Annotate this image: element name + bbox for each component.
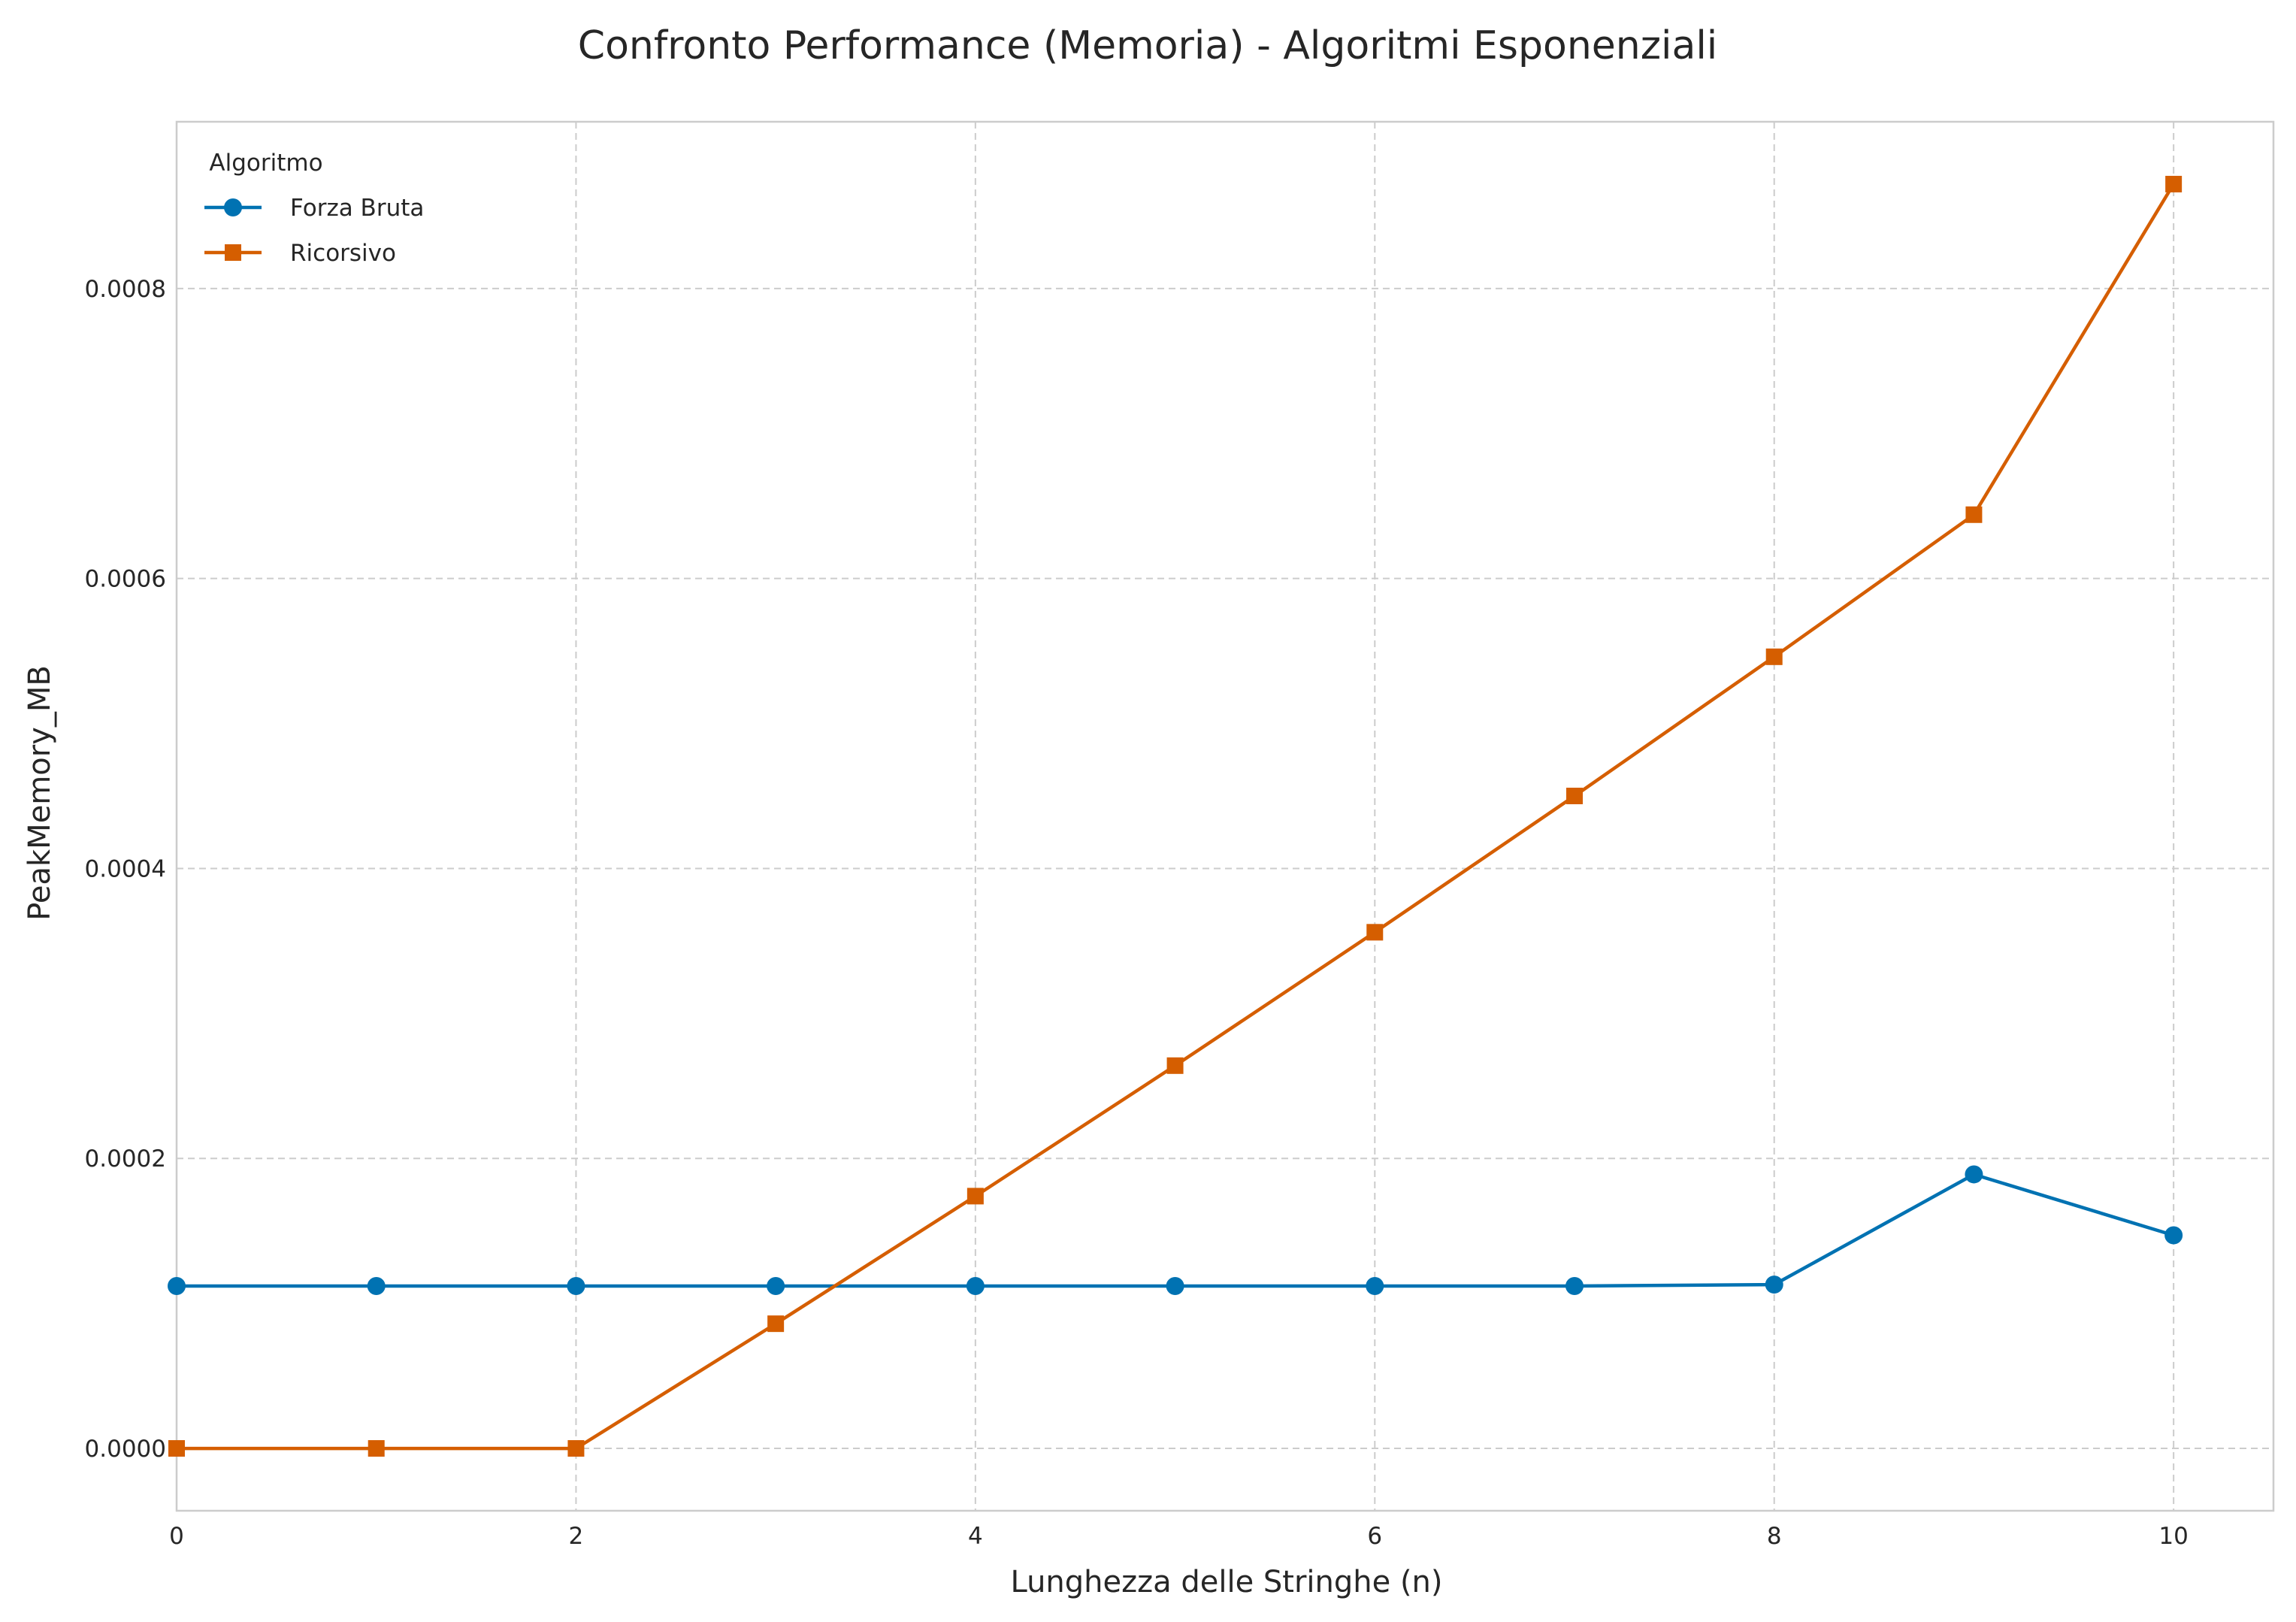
y-axis-label: PeakMemory_MB: [23, 665, 57, 921]
data-point-forza-bruta: [966, 1277, 985, 1296]
series-line-ricorsivo: [177, 183, 2176, 1451]
x-axis-ticks: 0 2 4 6 8 10: [169, 1523, 2189, 1550]
y-axis-ticks: 0.0000 0.0002 0.0004 0.0006 0.0008: [85, 276, 166, 1463]
y-tick-label: 0.0008: [85, 276, 166, 303]
series-line-forza-bruta: [177, 1173, 2174, 1288]
data-point-forza-bruta: [2164, 1226, 2183, 1245]
data-point-ricorsivo: [1166, 1057, 1184, 1074]
data-point-ricorsivo: [1965, 506, 1983, 523]
data-point-ricorsivo: [168, 1440, 185, 1457]
data-point-ricorsivo: [1566, 787, 1583, 804]
legend-title: Algoritmo: [209, 150, 322, 177]
legend: Algoritmo Forza Bruta Ricorsivo: [204, 150, 424, 267]
legend-swatch-marker: [225, 244, 241, 261]
x-tick-label: 8: [1767, 1523, 1782, 1550]
y-tick-label: 0.0006: [85, 566, 166, 593]
data-point-ricorsivo: [966, 1188, 984, 1205]
data-point-ricorsivo: [567, 1440, 585, 1457]
data-point-ricorsivo: [368, 1440, 385, 1457]
data-point-ricorsivo: [2165, 175, 2183, 192]
data-point-forza-bruta: [767, 1277, 785, 1296]
legend-items: Forza Bruta Ricorsivo: [204, 195, 424, 267]
data-point-ricorsivo: [767, 1315, 785, 1333]
legend-label: Forza Bruta: [290, 195, 424, 222]
chart-title: Confronto Performance (Memoria) - Algori…: [578, 23, 1717, 68]
legend-label: Ricorsivo: [290, 240, 396, 267]
series-layer: [168, 175, 2183, 1457]
y-tick-label: 0.0000: [85, 1436, 166, 1463]
x-axis-label: Lunghezza delle Stringhe (n): [1010, 1565, 1442, 1599]
y-tick-label: 0.0002: [85, 1145, 166, 1173]
x-tick-label: 2: [569, 1523, 584, 1550]
data-point-ricorsivo: [1765, 648, 1783, 665]
grid-lines: [176, 122, 2273, 1511]
legend-item-ricorsivo: Ricorsivo: [204, 240, 396, 267]
series-forza-bruta: [168, 1165, 2183, 1296]
data-point-ricorsivo: [1366, 924, 1384, 941]
data-point-forza-bruta: [1965, 1165, 1983, 1184]
legend-item-forza-bruta: Forza Bruta: [204, 195, 424, 222]
y-tick-label: 0.0004: [85, 855, 166, 882]
data-point-forza-bruta: [1366, 1277, 1384, 1296]
legend-swatch-marker: [224, 198, 242, 216]
series-ricorsivo: [168, 175, 2183, 1457]
x-tick-label: 10: [2158, 1523, 2188, 1550]
plot-frame: [175, 120, 2275, 1512]
data-point-forza-bruta: [367, 1277, 386, 1296]
data-point-forza-bruta: [168, 1277, 186, 1296]
x-tick-label: 4: [968, 1523, 983, 1550]
data-point-forza-bruta: [1765, 1276, 1783, 1294]
data-point-forza-bruta: [567, 1277, 585, 1296]
x-tick-label: 6: [1367, 1523, 1382, 1550]
data-point-forza-bruta: [1565, 1277, 1584, 1296]
data-point-forza-bruta: [1166, 1277, 1184, 1296]
x-tick-label: 0: [169, 1523, 184, 1550]
